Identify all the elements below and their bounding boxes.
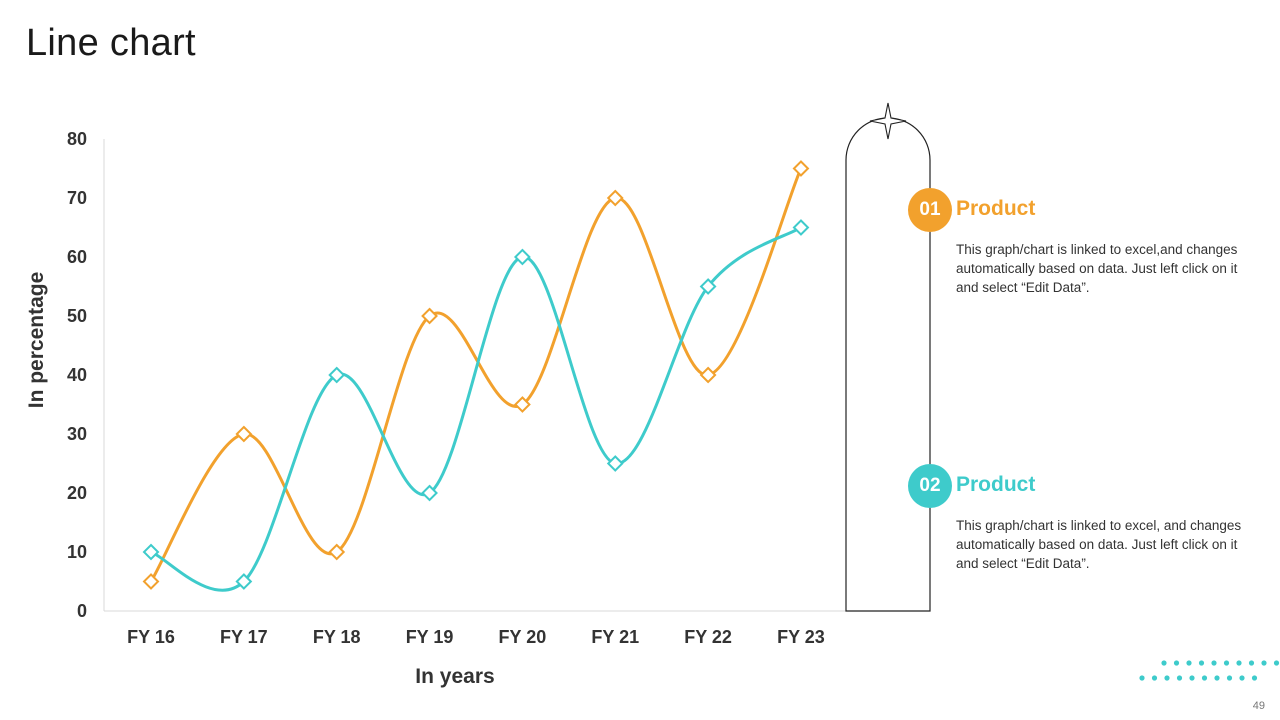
series-2-point bbox=[328, 366, 346, 384]
series-1-point bbox=[421, 307, 438, 325]
y-tick-label: 60 bbox=[67, 247, 87, 267]
legend-label: Product bbox=[956, 197, 1036, 220]
y-tick-label: 0 bbox=[77, 601, 87, 621]
y-tick-label: 50 bbox=[67, 306, 87, 326]
series-2-point bbox=[699, 278, 717, 295]
series-1-point bbox=[606, 189, 624, 207]
legend-number-badge: 02 bbox=[908, 464, 952, 508]
y-tick-label: 20 bbox=[67, 483, 87, 503]
decor-dot bbox=[1164, 675, 1170, 681]
x-tick-labels: FY 16 FY 17 FY 18 FY 19 FY 20 FY 21 FY 22 FY 23 bbox=[127, 627, 825, 647]
decor-dot bbox=[1139, 675, 1145, 681]
decor-dot bbox=[1151, 675, 1158, 681]
series-2-point bbox=[792, 219, 810, 236]
y-tick-label: 40 bbox=[67, 365, 87, 385]
series-2-line bbox=[149, 226, 803, 592]
series-2-point bbox=[606, 455, 624, 472]
decor-dot bbox=[1198, 660, 1205, 666]
page-number: 49 bbox=[1252, 700, 1265, 712]
decor-dot bbox=[1201, 675, 1208, 681]
decor-dot bbox=[1236, 660, 1242, 666]
y-tick-label: 10 bbox=[67, 542, 87, 562]
series-markers bbox=[142, 160, 810, 590]
legend-label: Product bbox=[956, 473, 1036, 496]
y-tick-label: 80 bbox=[67, 129, 87, 149]
x-tick-label: FY 17 bbox=[220, 627, 268, 647]
decor-dot bbox=[1186, 660, 1192, 666]
series-1-point bbox=[235, 425, 253, 443]
page-title: Line chart bbox=[26, 22, 196, 64]
series-2-point bbox=[235, 573, 253, 590]
sparkle-star-icon bbox=[869, 102, 907, 140]
x-tick-label: FY 23 bbox=[777, 627, 825, 647]
series-1-point bbox=[142, 573, 160, 590]
y-axis-title: In percentage bbox=[25, 272, 48, 409]
x-tick-label: FY 20 bbox=[499, 627, 547, 647]
x-tick-label: FY 22 bbox=[684, 627, 732, 647]
x-axis-title: In years bbox=[415, 665, 494, 688]
x-tick-label: FY 16 bbox=[127, 627, 175, 647]
decor-dot bbox=[1161, 660, 1167, 666]
series-1-point bbox=[513, 396, 531, 413]
decor-dot bbox=[1251, 675, 1258, 681]
decor-dot bbox=[1226, 675, 1233, 681]
x-tick-label: FY 21 bbox=[591, 627, 639, 647]
x-tick-label: FY 19 bbox=[406, 627, 454, 647]
decor-dot bbox=[1239, 675, 1245, 681]
decor-dot bbox=[1223, 660, 1230, 666]
series-2-point bbox=[421, 484, 438, 502]
series-1-point bbox=[699, 366, 717, 384]
decor-dot bbox=[1273, 660, 1280, 666]
legend-description: This graph/chart is linked to excel, and… bbox=[956, 518, 1242, 571]
decor-dot bbox=[1173, 660, 1180, 666]
series-1-line bbox=[149, 167, 803, 583]
decor-dot bbox=[1189, 675, 1195, 681]
decor-dot bbox=[1211, 660, 1217, 666]
series-lines bbox=[149, 167, 803, 592]
y-tick-label: 30 bbox=[67, 424, 87, 444]
legend-description: This graph/chart is linked to excel,and … bbox=[956, 242, 1238, 295]
decor-dot bbox=[1176, 675, 1183, 681]
series-2-point bbox=[142, 543, 160, 561]
decor-dot bbox=[1214, 675, 1220, 681]
series-2-point bbox=[513, 248, 531, 266]
series-1-point bbox=[328, 543, 346, 561]
legend-number-badge: 01 bbox=[908, 188, 952, 232]
decor-dot bbox=[1248, 660, 1255, 666]
y-tick-labels: 0 10 20 30 40 50 60 70 80 bbox=[67, 129, 87, 621]
dot-grid-icon bbox=[1139, 660, 1280, 681]
y-tick-label: 70 bbox=[67, 188, 87, 208]
series-1-point bbox=[792, 160, 810, 177]
x-tick-label: FY 18 bbox=[313, 627, 361, 647]
decor-dot bbox=[1261, 660, 1267, 666]
